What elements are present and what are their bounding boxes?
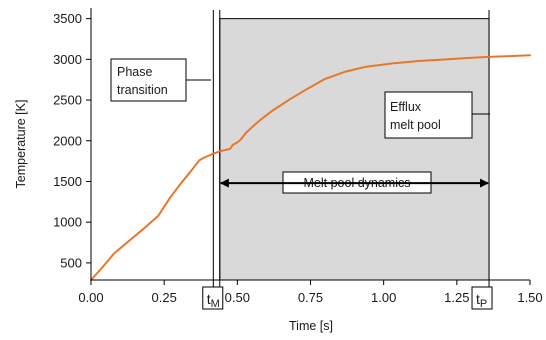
phase-transition-label-line1: Phase (117, 65, 152, 79)
melt-pool-region (219, 18, 490, 281)
phase-transition-box (110, 58, 187, 102)
x-ticks: 0.00 0.25 0.50 0.75 1.00 1.25 1.50 (78, 280, 543, 305)
regions-layer (219, 18, 490, 281)
y-axis-label: Temperature [K] (14, 100, 28, 189)
tp-marker-label: tP (476, 291, 487, 310)
y-tick-label: 2500 (53, 93, 82, 108)
x-tick-label: 1.00 (371, 290, 396, 305)
x-tick-label: 0.00 (78, 290, 103, 305)
phase-transition-callout: Phase transition (110, 58, 211, 102)
efflux-box (384, 91, 473, 139)
x-tick-label: 0.50 (225, 290, 250, 305)
tm-marker: tM (202, 286, 224, 310)
x-axis-label: Time [s] (289, 319, 333, 333)
x-tick-label: 1.25 (444, 290, 469, 305)
temperature-series-line (90, 54, 531, 281)
y-tick-label: 500 (60, 255, 82, 270)
y-tick-label: 2000 (53, 133, 82, 148)
tp-marker-subscript: P (480, 298, 487, 310)
tm-marker-label: tM (207, 291, 220, 310)
x-tick-label: 0.25 (152, 290, 177, 305)
efflux-label-line2: melt pool (390, 118, 441, 132)
phase-transition-label-line2: transition (117, 83, 168, 97)
tp-marker-box (471, 286, 493, 310)
efflux-callout: Efflux melt pool (384, 91, 490, 139)
y-tick-label: 1000 (53, 215, 82, 230)
x-tick-label: 1.50 (517, 290, 542, 305)
y-tick-label: 1500 (53, 174, 82, 189)
dynamics-annotation: Melt pool dynamics (219, 171, 489, 194)
series-layer (90, 54, 531, 281)
efflux-label-line1: Efflux (390, 100, 422, 114)
y-ticks: 500 1000 1500 2000 2500 3000 3500 (53, 11, 91, 270)
x-tick-label: 0.75 (298, 290, 323, 305)
tm-marker-box (202, 286, 224, 310)
y-tick-label: 3500 (53, 11, 82, 26)
y-tick-label: 3000 (53, 52, 82, 67)
tp-marker: tP (471, 286, 493, 310)
tm-marker-subscript: M (211, 298, 220, 310)
